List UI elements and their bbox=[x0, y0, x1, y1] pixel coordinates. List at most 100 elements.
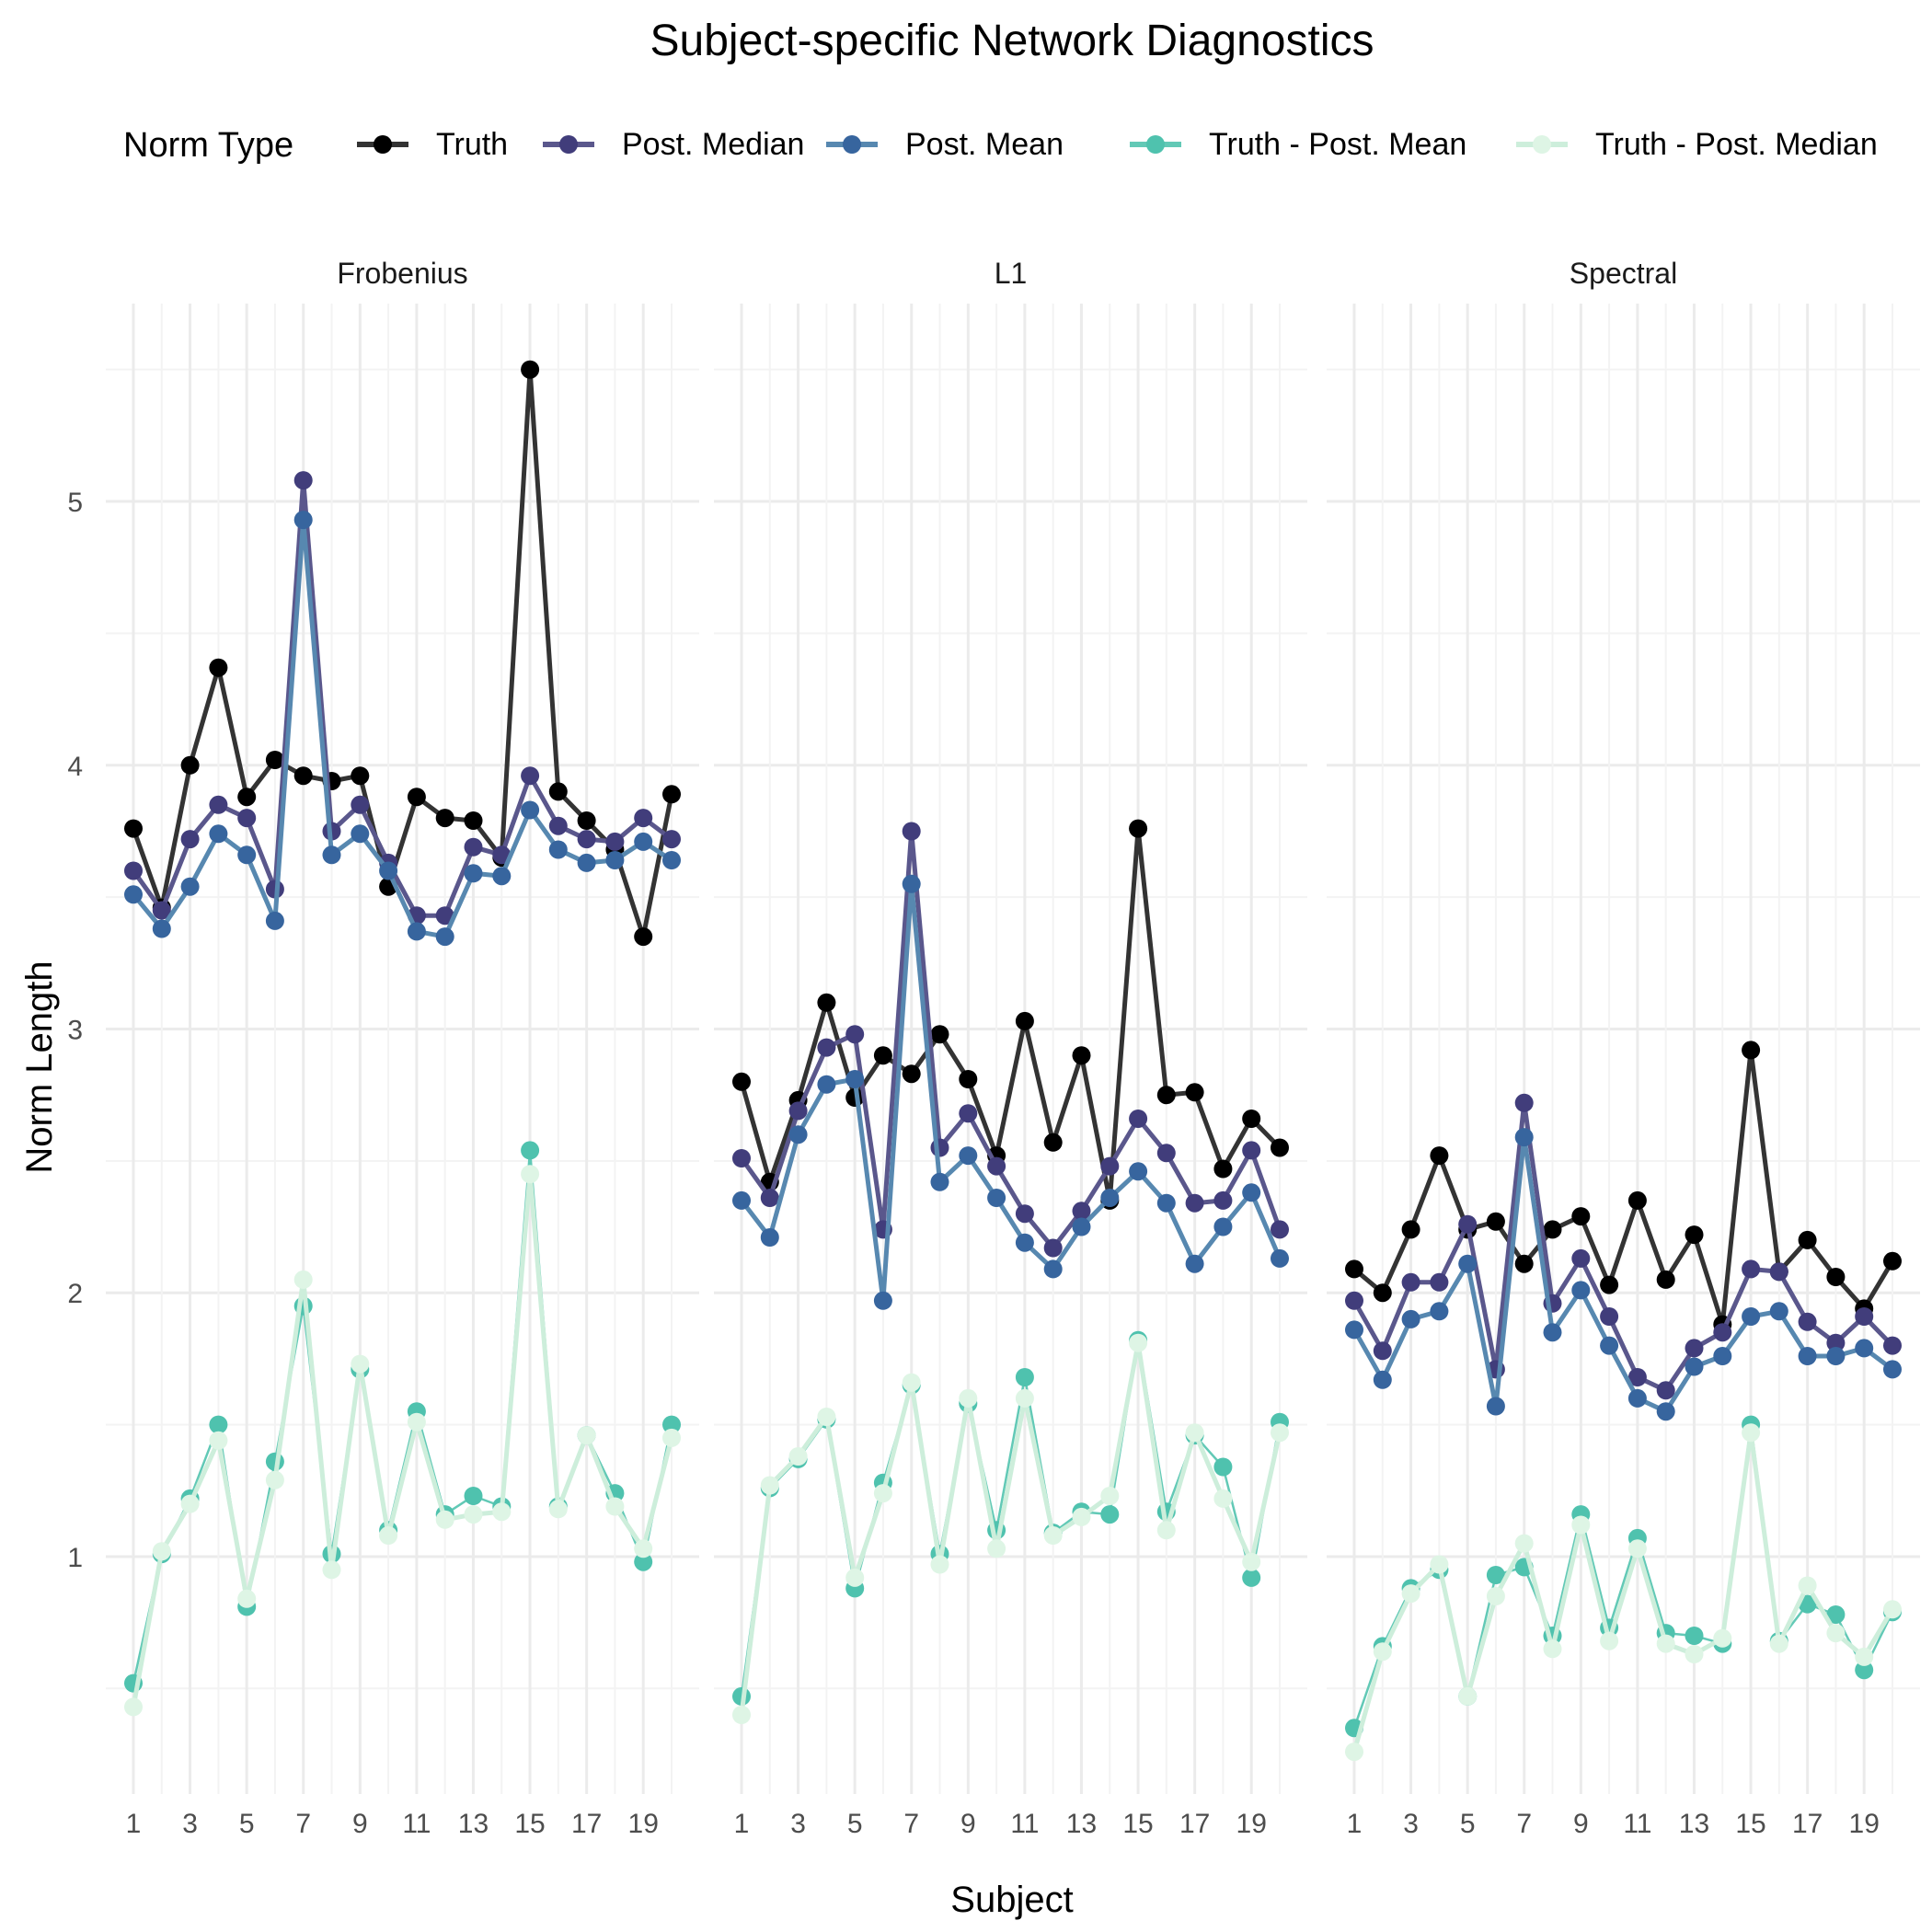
data-point bbox=[435, 927, 454, 947]
data-point bbox=[605, 851, 625, 869]
data-point bbox=[817, 993, 836, 1012]
data-point bbox=[1072, 1046, 1091, 1065]
data-point bbox=[634, 927, 653, 947]
data-point bbox=[930, 1138, 949, 1157]
data-point bbox=[732, 1190, 751, 1210]
data-point bbox=[662, 1428, 681, 1447]
data-point bbox=[152, 919, 171, 938]
facet-panel-l1: L11 3 5 7 9 11 13 15 17 19 bbox=[714, 257, 1307, 1839]
data-point bbox=[1100, 1505, 1120, 1524]
data-point bbox=[662, 785, 681, 804]
data-point bbox=[237, 788, 257, 807]
data-point bbox=[987, 1189, 1006, 1207]
data-point bbox=[1600, 1307, 1619, 1326]
legend-key-point bbox=[559, 135, 578, 154]
data-point bbox=[1129, 1162, 1148, 1181]
data-point bbox=[1656, 1634, 1675, 1653]
data-point bbox=[1373, 1370, 1392, 1389]
data-point bbox=[180, 830, 200, 849]
data-point bbox=[1043, 1133, 1063, 1152]
data-point bbox=[902, 874, 921, 893]
data-point bbox=[1043, 1238, 1063, 1258]
data-point bbox=[548, 816, 568, 835]
data-point bbox=[902, 1064, 921, 1084]
series-line bbox=[740, 1339, 1282, 1697]
data-point bbox=[1185, 1254, 1204, 1273]
data-point bbox=[760, 1228, 779, 1247]
x-tick-label: 19 bbox=[1849, 1809, 1880, 1839]
data-point bbox=[1685, 1357, 1704, 1376]
data-point bbox=[1015, 1233, 1034, 1252]
data-point bbox=[1742, 1259, 1761, 1279]
data-point bbox=[1486, 1212, 1505, 1231]
data-point bbox=[521, 360, 540, 379]
data-point bbox=[1855, 1339, 1874, 1358]
data-point bbox=[873, 1291, 892, 1310]
data-point bbox=[1769, 1262, 1788, 1282]
data-point bbox=[293, 511, 313, 530]
data-point bbox=[1883, 1600, 1902, 1619]
x-axis-title: Subject bbox=[950, 1880, 1073, 1920]
series-post-mean bbox=[732, 874, 1289, 1310]
series-post-mean bbox=[1345, 1128, 1902, 1421]
data-point bbox=[845, 1070, 865, 1088]
data-point bbox=[1242, 1552, 1261, 1571]
data-point bbox=[788, 1101, 808, 1121]
data-point bbox=[662, 851, 681, 869]
x-tick-label: 19 bbox=[1236, 1809, 1267, 1839]
data-point bbox=[521, 1141, 540, 1160]
data-point bbox=[1798, 1347, 1817, 1365]
data-point bbox=[1855, 1647, 1874, 1666]
data-point bbox=[1430, 1272, 1449, 1292]
data-point bbox=[959, 1146, 978, 1166]
data-point bbox=[1271, 1220, 1289, 1239]
x-tick-label: 5 bbox=[1460, 1809, 1476, 1839]
x-tick-label: 13 bbox=[458, 1809, 489, 1839]
series-line bbox=[131, 477, 673, 918]
data-point bbox=[1072, 1202, 1091, 1221]
data-point bbox=[1129, 1333, 1148, 1352]
data-point bbox=[1742, 1041, 1761, 1060]
legend-label: Truth bbox=[436, 127, 508, 162]
data-point bbox=[124, 819, 143, 838]
x-tick-label: 5 bbox=[847, 1809, 863, 1839]
data-point bbox=[1486, 1397, 1505, 1416]
data-point bbox=[1129, 819, 1148, 838]
x-tick-label: 15 bbox=[514, 1809, 545, 1839]
data-point bbox=[1430, 1302, 1449, 1321]
x-tick-label: 11 bbox=[1623, 1809, 1651, 1839]
data-point bbox=[1043, 1259, 1063, 1279]
data-point bbox=[577, 853, 596, 872]
data-point bbox=[634, 1552, 653, 1571]
data-point bbox=[521, 766, 540, 786]
data-point bbox=[1826, 1333, 1846, 1352]
data-point bbox=[1185, 1193, 1204, 1213]
data-point bbox=[930, 1172, 949, 1191]
data-point bbox=[521, 1165, 540, 1184]
x-tick-label: 3 bbox=[1403, 1809, 1419, 1839]
data-point bbox=[265, 1470, 284, 1489]
data-point bbox=[634, 832, 653, 851]
data-point bbox=[1543, 1220, 1562, 1239]
data-point bbox=[634, 1539, 653, 1558]
data-point bbox=[379, 861, 398, 880]
data-point bbox=[351, 795, 370, 814]
data-point bbox=[1685, 1339, 1704, 1358]
x-tick-label: 15 bbox=[1735, 1809, 1765, 1839]
data-point bbox=[1213, 1489, 1233, 1508]
data-point bbox=[1627, 1539, 1647, 1558]
data-point bbox=[1043, 1526, 1063, 1545]
data-point bbox=[435, 1510, 454, 1529]
data-point bbox=[407, 1412, 426, 1432]
data-point bbox=[152, 901, 171, 920]
data-point bbox=[1826, 1605, 1846, 1624]
data-point bbox=[1100, 1487, 1120, 1505]
x-tick-label: 1 bbox=[126, 1809, 142, 1839]
data-point bbox=[1373, 1283, 1392, 1303]
data-point bbox=[464, 1487, 483, 1505]
y-tick-label: 3 bbox=[67, 1015, 83, 1045]
data-point bbox=[1129, 1110, 1148, 1128]
data-point bbox=[407, 788, 426, 807]
data-point bbox=[1571, 1248, 1591, 1268]
